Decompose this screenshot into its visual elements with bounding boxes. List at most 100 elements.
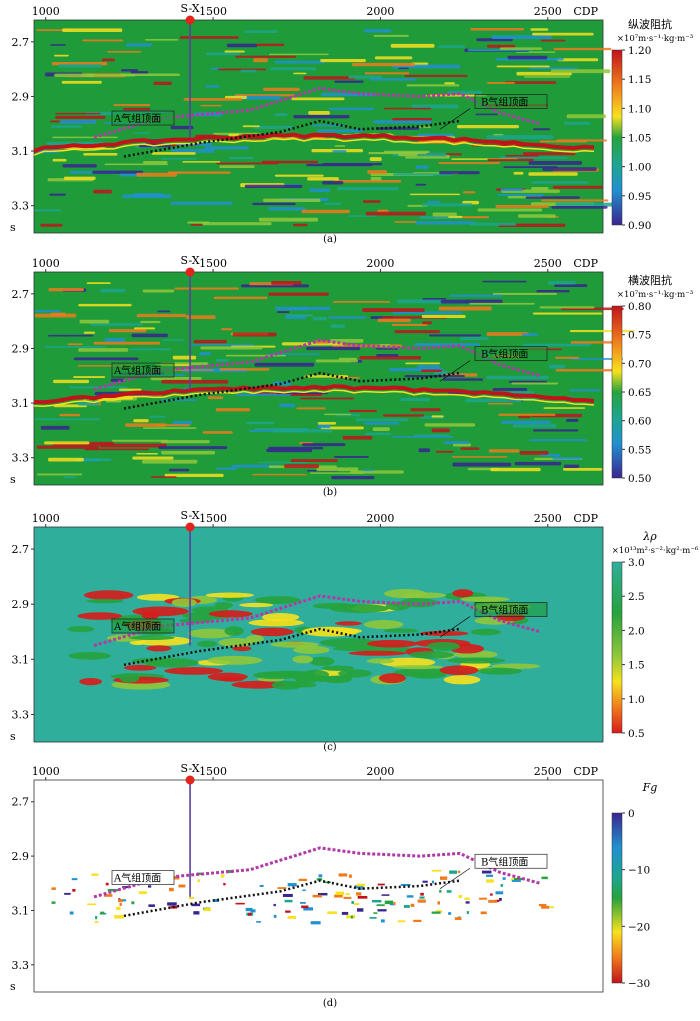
horizon-a-label-box — [111, 362, 175, 378]
horizon-b-label: B气组顶面 — [481, 603, 528, 616]
cdp-tick-label: 2000 — [366, 765, 394, 778]
colorbar-title: λρ — [642, 530, 657, 543]
colorbar-tick-label: 1.5 — [628, 660, 645, 672]
colorbar-tick-label: −20 — [628, 921, 650, 933]
horizon-a-label-box — [111, 110, 175, 126]
seismic-texture — [51, 869, 554, 925]
horizon-a-label: A气组顶面 — [113, 620, 161, 633]
cdp-tick-label: 2500 — [534, 257, 562, 270]
colorbar-tick-label: 0.55 — [628, 444, 651, 456]
cdp-axis-label: CDP — [573, 512, 598, 525]
well-marker — [185, 775, 195, 785]
colorbar-unit: ×10¹³m²·s⁻²·kg²·m⁻⁶ — [612, 546, 699, 556]
time-tick-label: 2.7 — [12, 543, 30, 556]
time-tick-label: 3.1 — [12, 145, 30, 158]
horizon-b-label-box — [474, 346, 548, 362]
time-tick-label: 2.9 — [12, 342, 30, 355]
section-plot-area — [33, 779, 604, 993]
colorbar — [611, 305, 623, 479]
colorbar-tick-label: 0.65 — [628, 387, 651, 399]
panel-caption: (c) — [323, 742, 337, 753]
cdp-tick-label: 1500 — [199, 765, 227, 778]
cdp-tick-label: 2500 — [534, 765, 562, 778]
horizon-b-label: B气组顶面 — [481, 855, 528, 868]
horizon-a-label-box — [111, 870, 175, 885]
cdp-axis-label: CDP — [573, 5, 598, 18]
time-unit-label: s — [10, 473, 16, 486]
horizon-a-label: A气组顶面 — [113, 364, 161, 377]
colorbar-tick-label: 0.50 — [628, 473, 651, 485]
cdp-tick-label: 2500 — [534, 512, 562, 525]
colorbar-tick-label: −30 — [628, 978, 650, 990]
cdp-tick-label: 1500 — [199, 257, 227, 270]
cdp-tick-label: 1000 — [32, 257, 60, 270]
colorbar-tick-label: 0.95 — [628, 191, 651, 203]
well-marker — [185, 15, 195, 25]
cdp-tick-label: 1000 — [32, 512, 60, 525]
colorbar-tick-label: 1.0 — [628, 694, 645, 706]
time-tick-label: 2.7 — [12, 796, 30, 809]
colorbar-tick-label: 1.10 — [628, 103, 651, 115]
time-tick-label: 3.1 — [12, 397, 30, 410]
time-tick-label: 3.1 — [12, 653, 30, 666]
horizon-b-line — [123, 371, 461, 410]
well-marker — [185, 267, 195, 277]
time-tick-label: 2.9 — [12, 90, 30, 103]
well-label: S-X — [181, 762, 200, 775]
horizon-b-leader — [439, 108, 471, 130]
colorbar-tick-label: 3.0 — [628, 557, 645, 569]
cdp-tick-label: 2000 — [366, 5, 394, 18]
cdp-tick-label: 1000 — [32, 765, 60, 778]
colorbar-tick-label: 0.80 — [628, 301, 651, 313]
colorbar-tick-label: 2.0 — [628, 625, 645, 637]
colorbar-tick-label: 0.5 — [628, 728, 645, 740]
cdp-axis-label: CDP — [573, 765, 598, 778]
colorbar-tick-label: −10 — [628, 865, 650, 877]
horizon-b-label-box — [474, 94, 548, 110]
panel-d: S-X A气组顶面 B气组顶面 1000 1500 2000 2500 CDP 2.7 2.9 3.… — [10, 762, 657, 1009]
time-tick-label: 3.3 — [12, 959, 30, 972]
colorbar-tick-label: 1.00 — [628, 162, 651, 174]
horizon-b-leader — [439, 360, 471, 382]
time-unit-label: s — [10, 730, 16, 743]
horizon-a-label-box — [111, 618, 175, 634]
seismic-texture — [33, 28, 615, 227]
cdp-axis-label: CDP — [573, 257, 598, 270]
colorbar-title: 横波阻抗 — [628, 273, 672, 287]
colorbar — [611, 561, 623, 734]
horizon-b-line — [123, 627, 461, 667]
colorbar-tick-label: 0.75 — [628, 330, 651, 342]
horizon-b-label: B气组顶面 — [481, 348, 528, 361]
colorbar — [611, 812, 623, 984]
colorbar-tick-label: 2.5 — [628, 591, 645, 603]
colorbar-tick-label: 0 — [628, 808, 635, 820]
colorbar — [611, 49, 623, 226]
time-tick-label: 3.3 — [12, 708, 30, 721]
cdp-tick-label: 1500 — [199, 512, 227, 525]
time-tick-label: 2.9 — [12, 850, 30, 863]
panel-caption: (a) — [323, 234, 337, 245]
horizon-b-label-box — [474, 602, 548, 617]
cdp-tick-label: 2000 — [366, 512, 394, 525]
colorbar-tick-label: 1.15 — [628, 74, 651, 86]
cdp-tick-label: 2000 — [366, 257, 394, 270]
time-unit-label: s — [10, 221, 16, 234]
time-tick-label: 3.3 — [12, 452, 30, 465]
seismic-texture — [67, 589, 541, 690]
panel-a: S-X A气组顶面 B气组顶面 1000 1500 2000 2500 CDP 2.7 2.9 3.… — [10, 2, 693, 245]
colorbar-tick-label: 0.90 — [628, 220, 651, 232]
colorbar-tick-label: 1.05 — [628, 133, 651, 145]
panel-c: S-X A气组顶面 B气组顶面 1000 1500 2000 2500 CDP 2.7 2.9 3.… — [10, 509, 699, 753]
cdp-tick-label: 2500 — [534, 5, 562, 18]
horizon-b-label: B气组顶面 — [481, 96, 528, 109]
time-unit-label: s — [10, 980, 16, 993]
panel-caption: (b) — [323, 487, 337, 498]
horizon-a-label: A气组顶面 — [113, 112, 161, 125]
panel-b: S-X A气组顶面 B气组顶面 1000 1500 2000 2500 CDP 2.7 2.9 3.… — [10, 254, 693, 498]
colorbar-tick-label: 0.60 — [628, 416, 651, 428]
time-tick-label: 3.1 — [12, 904, 30, 917]
cdp-tick-label: 1000 — [32, 5, 60, 18]
horizon-b-line — [123, 879, 461, 918]
well-label: S-X — [181, 509, 200, 522]
